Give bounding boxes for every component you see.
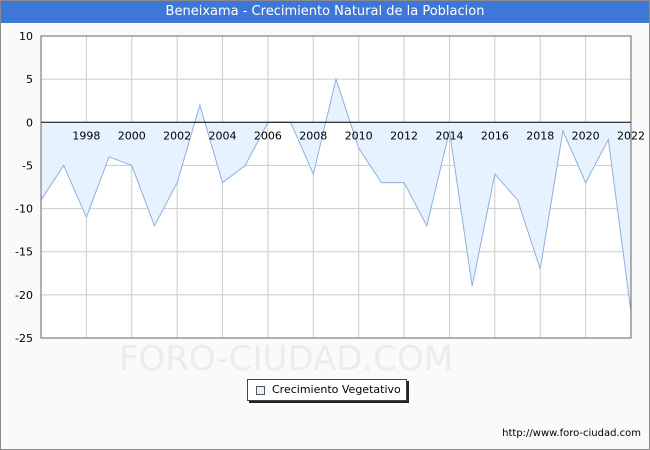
source-url: http://www.foro-ciudad.com <box>502 428 641 439</box>
y-tick-label: 5 <box>26 73 33 86</box>
watermark: FORO-CIUDAD.COM <box>119 339 453 379</box>
series-line <box>40 77 632 313</box>
y-axis-ticks: 10 5 0 -5 -10 -15 -20 -25 <box>15 30 33 345</box>
y-tick-label: -15 <box>15 246 33 259</box>
x-tick-label: 2022 <box>617 129 645 142</box>
x-tick-label: 2018 <box>526 129 554 142</box>
x-tick-label: 2002 <box>163 129 191 142</box>
legend: Crecimiento Vegetativo <box>247 379 407 401</box>
x-tick-label: 2012 <box>390 129 418 142</box>
x-axis-ticks: 1998 2000 2002 2004 2006 2008 2010 2012 2014 2016… <box>72 129 645 142</box>
y-tick-label: -5 <box>22 159 33 172</box>
plot-border <box>40 35 632 339</box>
chart-title: Beneixama - Crecimiento Natural de la Po… <box>1 1 649 23</box>
y-tick-label: 10 <box>19 30 33 43</box>
y-tick-label: 0 <box>26 116 33 129</box>
x-tick-label: 2000 <box>118 129 146 142</box>
x-tick-label: 2004 <box>209 129 237 142</box>
x-tick-label: 2008 <box>299 129 327 142</box>
y-tick-label: -20 <box>15 289 33 302</box>
series-area <box>41 79 631 313</box>
x-tick-label: 2010 <box>345 129 373 142</box>
y-tick-label: -10 <box>15 203 33 216</box>
x-tick-label: 2014 <box>435 129 463 142</box>
legend-swatch <box>256 386 265 395</box>
x-tick-label: 1998 <box>72 129 100 142</box>
x-tick-label: 2020 <box>572 129 600 142</box>
y-tick-label: -25 <box>15 332 33 345</box>
x-tick-label: 2006 <box>254 129 282 142</box>
x-tick-label: 2016 <box>481 129 509 142</box>
legend-label: Crecimiento Vegetativo <box>272 383 401 396</box>
